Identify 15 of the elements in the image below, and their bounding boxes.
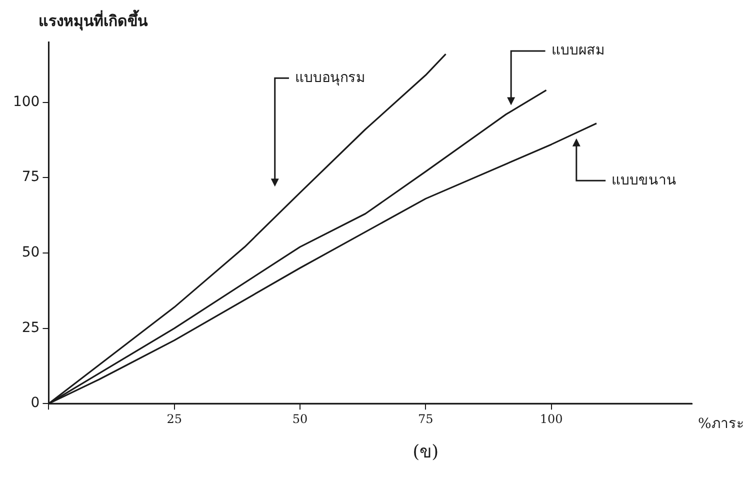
x-tick-label: 75 [418, 412, 434, 426]
x-tick-label: 50 [292, 412, 308, 426]
y-tick-label: 25 [22, 320, 40, 336]
y-tick-label: 100 [12, 94, 40, 110]
y-axis-title: แรงหมุนที่เกิดขึ้น [38, 8, 149, 31]
x-tick-label: 25 [166, 412, 182, 426]
x-axis-title: %ภาระ [698, 416, 744, 432]
text: (ข) [412, 441, 439, 462]
x-tick-label: 100 [540, 412, 563, 426]
y-tick-label: 0 [30, 395, 40, 412]
y-tick-label: 75 [22, 169, 40, 186]
text: แบบขนาน [612, 172, 677, 188]
y-tick-label: 50 [22, 244, 40, 261]
text: แบบผสม [551, 42, 604, 59]
text: แบบอนุกรม [294, 70, 365, 86]
